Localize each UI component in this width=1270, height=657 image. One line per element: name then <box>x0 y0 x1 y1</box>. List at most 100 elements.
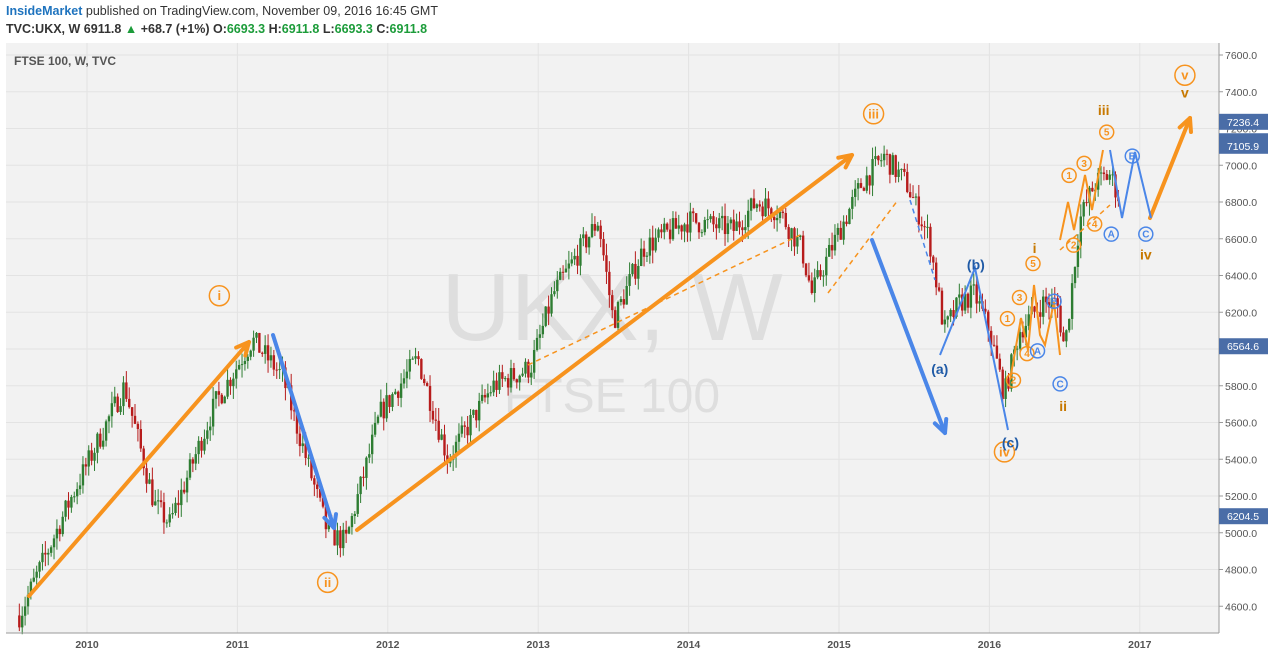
candle-body <box>553 291 556 295</box>
candle-body <box>411 358 414 360</box>
candle-body <box>709 216 712 220</box>
candle-body <box>116 396 119 412</box>
price-tag <box>1219 338 1268 355</box>
y-tick-label: 5800.0 <box>1225 381 1257 393</box>
chart-header: InsideMarket published on TradingView.co… <box>0 0 1270 40</box>
candle-body <box>689 211 692 233</box>
candle-body <box>790 228 793 239</box>
candle-body <box>697 222 701 233</box>
candle-body <box>590 224 594 238</box>
candle-body <box>619 299 623 302</box>
candle-body <box>1021 332 1025 338</box>
wave-label-b: (b) <box>967 256 985 272</box>
x-axis[interactable]: 2010 2011 2012 2013 2014 2015 2016 2017 <box>75 639 1151 651</box>
candle-body <box>235 369 238 379</box>
candle-body <box>1047 302 1051 308</box>
candle-body <box>119 406 122 412</box>
candle-body <box>38 562 41 572</box>
candle-body <box>168 514 171 523</box>
candle-body <box>535 337 539 351</box>
candle-body <box>625 285 628 305</box>
candle-body <box>787 227 790 239</box>
candle-body <box>307 457 310 459</box>
candle-body <box>1033 306 1036 312</box>
wave-label-3-circle <box>1076 155 1092 172</box>
price-chart[interactable]: UKX, W FTSE 100 iiiiiiivvviiiiviii(a)(b)… <box>0 40 1270 657</box>
candle-body <box>142 448 145 469</box>
wave-label-2: 2 <box>1011 376 1017 387</box>
candle-body <box>836 227 840 235</box>
candle-body <box>677 225 680 229</box>
candle-body <box>151 479 154 506</box>
candle-body <box>359 476 362 495</box>
candle-body <box>423 378 426 384</box>
candle-body <box>530 372 533 378</box>
candle-body <box>154 501 157 506</box>
candle-body <box>130 407 134 416</box>
candle-body <box>761 206 764 217</box>
candle-body <box>376 416 380 423</box>
candle-body <box>827 244 831 257</box>
trend-line <box>909 199 936 281</box>
candle-body <box>1050 298 1054 308</box>
wave-label-iv-circle <box>993 441 1016 463</box>
candle-body <box>35 571 38 578</box>
candle-body <box>799 235 802 237</box>
candle-body <box>871 159 874 186</box>
candle-body <box>21 615 24 628</box>
wave-label-ii-circle <box>316 571 339 594</box>
candle-body <box>515 379 518 383</box>
wave-label-C: C <box>1056 379 1063 390</box>
low-value: 6693.3 <box>334 22 373 36</box>
candle-body <box>813 277 816 293</box>
open-label: O: <box>212 22 227 36</box>
wave-label-iii-circle <box>862 103 885 125</box>
candle-body <box>544 306 547 326</box>
candle-body <box>744 227 747 231</box>
y-tick-label: 7600.0 <box>1225 50 1257 62</box>
price-tag-label: 6564.6 <box>1227 341 1259 353</box>
candle-body <box>576 255 579 266</box>
candle-body <box>70 496 73 508</box>
wave-label-3: 3 <box>1017 293 1023 304</box>
candle-body <box>454 441 458 457</box>
candle-body <box>26 594 30 607</box>
candle-body <box>504 378 507 380</box>
candle-body <box>538 334 542 338</box>
candle-body <box>486 393 490 398</box>
candle-body <box>96 433 99 453</box>
candle-body <box>521 373 524 376</box>
candle-body <box>856 183 860 189</box>
candle-body <box>1068 318 1071 331</box>
candle-body <box>1039 312 1042 317</box>
candle-body <box>298 433 302 447</box>
wave-arrow <box>271 333 336 530</box>
candle-body <box>397 391 400 398</box>
wave-label-i: i <box>218 288 222 303</box>
candle-body <box>671 218 675 240</box>
wave-label-A-circle <box>1029 343 1046 359</box>
wave-label-a: (a) <box>931 361 948 377</box>
candle-body <box>561 271 565 273</box>
candle-body <box>58 528 62 535</box>
price-tag-label: 6204.5 <box>1227 511 1259 523</box>
candle-body <box>1108 174 1111 180</box>
y-tick-label: 5200.0 <box>1225 491 1257 503</box>
wave-label-A-circle <box>1103 226 1119 242</box>
candle-body <box>18 615 21 628</box>
candle-body <box>1041 296 1045 317</box>
brand-name[interactable]: InsideMarket <box>6 4 83 18</box>
wave-label-5-circle <box>1025 255 1041 272</box>
wave-label-C-circle <box>1052 376 1068 392</box>
wave-label-C-circle <box>1138 226 1154 242</box>
symbol-label: TVC:UKX, W <box>6 22 81 36</box>
candle-body <box>608 271 611 296</box>
candle-body <box>634 263 637 279</box>
candle-body <box>793 228 796 247</box>
candle-body <box>249 350 252 357</box>
candle-body <box>668 229 672 240</box>
wave-label-1: 1 <box>1066 171 1072 182</box>
y-tick-label: 5600.0 <box>1225 418 1257 430</box>
candle-body <box>775 217 779 221</box>
candle-body <box>642 248 646 257</box>
